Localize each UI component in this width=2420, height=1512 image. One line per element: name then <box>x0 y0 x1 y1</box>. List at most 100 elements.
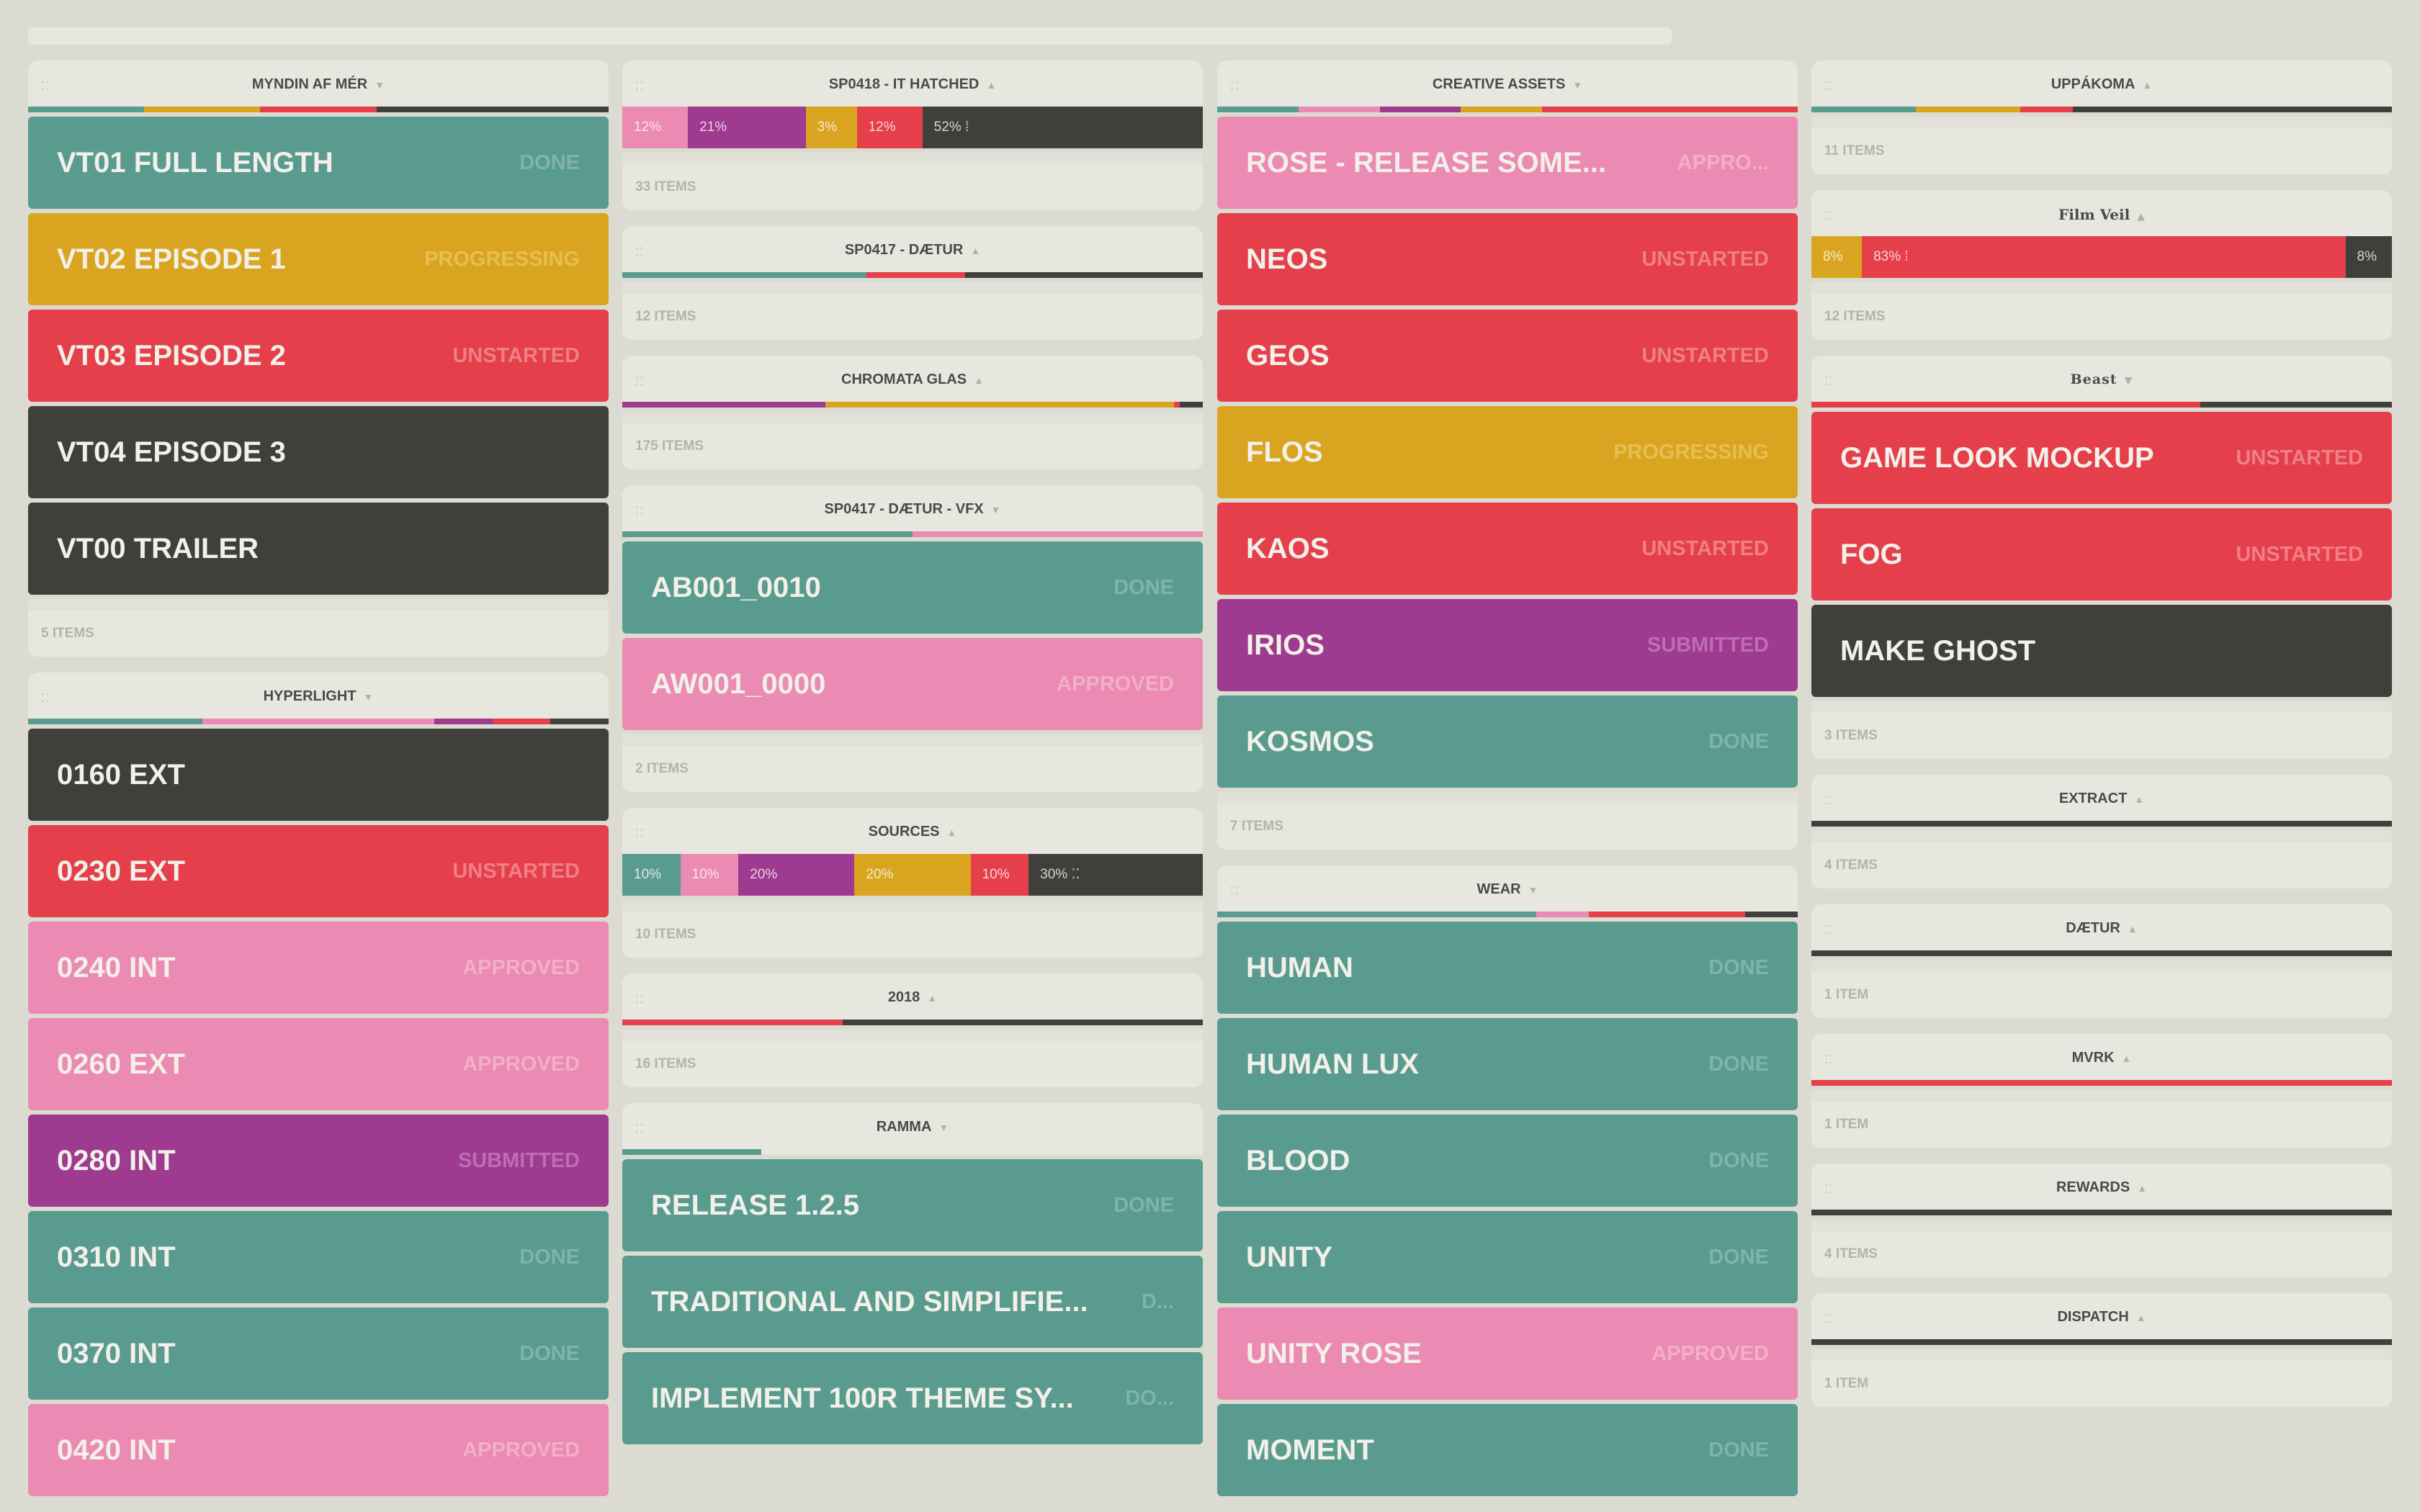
caret-down-icon[interactable]: ▼ <box>1528 884 1538 896</box>
task-card[interactable]: VT00 TRAILER <box>28 503 609 595</box>
drag-handle-icon[interactable]: ⁚⁚ <box>635 505 645 518</box>
task-card[interactable]: MOMENT DONE <box>1217 1404 1798 1496</box>
group-title[interactable]: RAMMA ▼ <box>877 1119 949 1135</box>
group-header[interactable]: ⁚⁚ CHROMATA GLAS ▲ <box>622 356 1203 406</box>
caret-down-icon[interactable]: ▼ <box>375 79 385 91</box>
group-title[interactable]: SOURCES ▲ <box>869 824 957 840</box>
group-header[interactable]: ⁚⁚ Film Veil ▲ <box>1811 190 2392 240</box>
group-title[interactable]: DISPATCH ▲ <box>2057 1309 2146 1326</box>
caret-up-icon[interactable]: ▲ <box>2142 79 2153 91</box>
task-card[interactable]: IMPLEMENT 100R THEME SY... DO... <box>622 1352 1203 1444</box>
task-card[interactable]: VT03 EPISODE 2 UNSTARTED <box>28 310 609 402</box>
task-card[interactable]: GAME LOOK MOCKUP UNSTARTED <box>1811 412 2392 504</box>
caret-up-icon[interactable]: ▲ <box>927 992 938 1004</box>
drag-handle-icon[interactable]: ⁚⁚ <box>41 693 50 705</box>
drag-handle-icon[interactable]: ⁚⁚ <box>635 828 645 840</box>
task-card[interactable]: KAOS UNSTARTED <box>1217 503 1798 595</box>
group-title[interactable]: SP0417 - DÆTUR ▲ <box>845 242 980 258</box>
caret-up-icon[interactable]: ▲ <box>2136 1312 2146 1323</box>
group-header[interactable]: ⁚⁚ SP0417 - DÆTUR ▲ <box>622 226 1203 276</box>
group-title[interactable]: UPPÁKOMA ▲ <box>2051 76 2153 93</box>
task-card[interactable]: 0310 INT DONE <box>28 1211 609 1303</box>
group-header[interactable]: ⁚⁚ MYNDIN AF MÉR ▼ <box>28 60 609 111</box>
group-header[interactable]: ⁚⁚ SP0417 - DÆTUR - VFX ▼ <box>622 485 1203 536</box>
caret-up-icon[interactable]: ▲ <box>986 79 997 91</box>
group-header[interactable]: ⁚⁚ DISPATCH ▲ <box>1811 1293 2392 1344</box>
task-card[interactable]: IRIOS SUBMITTED <box>1217 599 1798 691</box>
group-title[interactable]: DÆTUR ▲ <box>2066 920 2137 937</box>
group-header[interactable]: ⁚⁚ DÆTUR ▲ <box>1811 904 2392 955</box>
progress-bar[interactable] <box>1217 107 1798 112</box>
progress-bar[interactable] <box>622 272 1203 278</box>
caret-down-icon[interactable]: ▼ <box>2124 375 2133 387</box>
group-title[interactable]: Film Veil ▲ <box>2058 206 2145 223</box>
task-card[interactable]: FLOS PROGRESSING <box>1217 406 1798 498</box>
progress-bar[interactable] <box>1811 1080 2392 1086</box>
task-card[interactable]: UNITY ROSE APPROVED <box>1217 1308 1798 1400</box>
task-card[interactable]: VT02 EPISODE 1 PROGRESSING <box>28 213 609 305</box>
group-title[interactable]: 2018 ▲ <box>888 989 937 1006</box>
progress-bar-expanded[interactable]: 12% 21% 3% 12% 52% ⁞ <box>622 107 1203 148</box>
task-card[interactable]: 0160 EXT <box>28 729 609 821</box>
group-header[interactable]: ⁚⁚ SP0418 - IT HATCHED ▲ <box>622 60 1203 111</box>
progress-bar[interactable] <box>1811 1210 2392 1215</box>
drag-handle-icon[interactable]: ⁚⁚ <box>1824 1313 1834 1326</box>
task-card[interactable]: GEOS UNSTARTED <box>1217 310 1798 402</box>
progress-bar-expanded[interactable]: 8% 83% ⁞ 8% <box>1811 236 2392 278</box>
drag-handle-icon[interactable]: ⁚⁚ <box>635 81 645 93</box>
group-header[interactable]: ⁚⁚ HYPERLIGHT ▼ <box>28 672 609 723</box>
progress-bar[interactable] <box>622 531 1203 537</box>
caret-up-icon[interactable]: ▲ <box>2137 1182 2148 1194</box>
task-card[interactable]: NEOS UNSTARTED <box>1217 213 1798 305</box>
progress-bar[interactable] <box>1811 107 2392 112</box>
task-card[interactable]: HUMAN LUX DONE <box>1217 1018 1798 1110</box>
task-card[interactable]: 0240 INT APPROVED <box>28 922 609 1014</box>
group-title[interactable]: WEAR ▼ <box>1477 881 1538 898</box>
drag-handle-icon[interactable]: ⁚⁚ <box>635 994 645 1006</box>
caret-up-icon[interactable]: ▲ <box>974 374 984 386</box>
progress-bar[interactable] <box>1811 402 2392 408</box>
progress-bar[interactable] <box>622 1020 1203 1025</box>
caret-up-icon[interactable]: ▲ <box>2134 793 2145 805</box>
task-card[interactable]: 0280 INT SUBMITTED <box>28 1115 609 1207</box>
progress-bar[interactable] <box>28 719 609 724</box>
progress-bar[interactable] <box>1811 950 2392 956</box>
task-card[interactable]: VT01 FULL LENGTH DONE <box>28 117 609 209</box>
group-header[interactable]: ⁚⁚ WEAR ▼ <box>1217 865 1798 916</box>
drag-handle-icon[interactable]: ⁚⁚ <box>1824 1054 1834 1066</box>
drag-handle-icon[interactable]: ⁚⁚ <box>635 376 645 388</box>
progress-bar[interactable] <box>1811 821 2392 827</box>
caret-up-icon[interactable]: ▲ <box>970 245 981 256</box>
caret-up-icon[interactable]: ▲ <box>2127 923 2138 935</box>
caret-down-icon[interactable]: ▼ <box>938 1122 949 1133</box>
group-title[interactable]: SP0417 - DÆTUR - VFX ▼ <box>824 501 1000 518</box>
drag-handle-icon[interactable]: ⁚⁚ <box>635 246 645 258</box>
caret-up-icon[interactable]: ▲ <box>946 827 957 838</box>
group-header[interactable]: ⁚⁚ SOURCES ▲ <box>622 808 1203 858</box>
task-card[interactable]: MAKE GHOST <box>1811 605 2392 697</box>
task-card[interactable]: 0370 INT DONE <box>28 1308 609 1400</box>
task-card[interactable]: AB001_0010 DONE <box>622 541 1203 634</box>
group-title[interactable]: Beast ▼ <box>2071 372 2133 387</box>
group-title[interactable]: HYPERLIGHT ▼ <box>264 688 374 705</box>
task-card[interactable]: RELEASE 1.2.5 DONE <box>622 1159 1203 1251</box>
caret-up-icon[interactable]: ▲ <box>2137 211 2145 222</box>
progress-bar[interactable] <box>28 107 609 112</box>
group-title[interactable]: EXTRACT ▲ <box>2059 791 2144 807</box>
progress-bar[interactable] <box>1217 912 1798 917</box>
task-card[interactable]: 0420 INT APPROVED <box>28 1404 609 1496</box>
caret-down-icon[interactable]: ▼ <box>363 691 374 703</box>
caret-down-icon[interactable]: ▼ <box>1572 79 1583 91</box>
task-card[interactable]: UNITY DONE <box>1217 1211 1798 1303</box>
group-header[interactable]: ⁚⁚ UPPÁKOMA ▲ <box>1811 60 2392 111</box>
group-header[interactable]: ⁚⁚ REWARDS ▲ <box>1811 1164 2392 1214</box>
progress-bar-expanded[interactable]: 10% 10% 20% 20% 10% 30% ⁚⁚ <box>622 854 1203 896</box>
group-header[interactable]: ⁚⁚ Beast ▼ <box>1811 356 2392 406</box>
progress-bar[interactable] <box>622 1149 1203 1155</box>
caret-down-icon[interactable]: ▼ <box>990 504 1001 516</box>
task-card[interactable]: HUMAN DONE <box>1217 922 1798 1014</box>
progress-bar[interactable] <box>622 402 1203 408</box>
drag-handle-icon[interactable]: ⁚⁚ <box>635 1123 645 1135</box>
task-card[interactable]: AW001_0000 APPROVED <box>622 638 1203 730</box>
top-search-bar[interactable] <box>28 27 1672 45</box>
